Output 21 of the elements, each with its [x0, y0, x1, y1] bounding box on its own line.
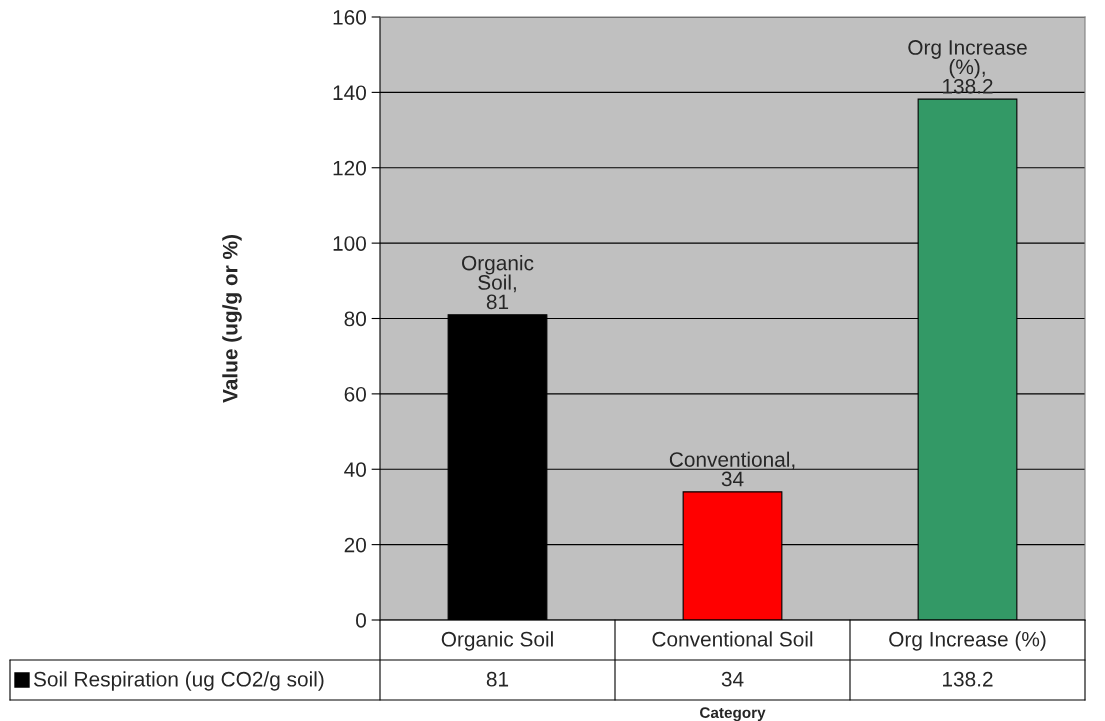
y-tick-label: 100: [333, 236, 366, 251]
data-label: 34: [721, 671, 744, 687]
x-tick-label: Conventional Soil: [652, 631, 813, 647]
y-tick-label: 40: [344, 462, 366, 477]
x-axis-title: Category: [700, 707, 766, 721]
y-axis-title: Value (ug/g or %): [222, 235, 242, 403]
y-tick-label: 160: [333, 10, 366, 25]
y-tick-label: 140: [333, 85, 366, 101]
y-tick-label: 0: [356, 613, 366, 628]
annotation: Organic Soil, 81: [462, 255, 534, 310]
x-tick-label: Organic Soil: [441, 631, 553, 651]
legend-label: Soil Respiration (ug CO2/g soil): [33, 671, 324, 691]
y-tick-label: 80: [344, 311, 366, 327]
data-label: 81: [486, 671, 509, 687]
annotation: Conventional, 34: [669, 451, 795, 487]
y-tick-label: 20: [344, 537, 366, 553]
data-label: 138.2: [943, 671, 993, 687]
y-tick-label: 120: [333, 160, 366, 176]
y-tick-label: 60: [344, 386, 366, 402]
annotation: Org Increase (%), 138.2: [908, 40, 1027, 94]
x-tick-label: Org Increase (%): [889, 631, 1046, 651]
